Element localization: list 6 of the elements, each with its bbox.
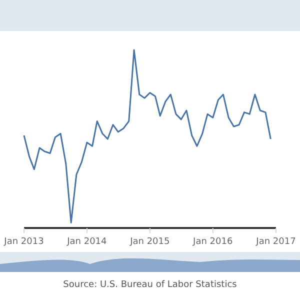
- x-tick-label: Jan 2015: [129, 237, 170, 247]
- source-note: Source: U.S. Bureau of Labor Statistics: [63, 280, 238, 290]
- x-tick-label: Jan 2014: [66, 237, 108, 247]
- x-tick-label: Jan 2017: [255, 237, 296, 247]
- x-tick-label: Jan 2013: [3, 237, 44, 247]
- x-tick-label: Jan 2016: [192, 237, 233, 247]
